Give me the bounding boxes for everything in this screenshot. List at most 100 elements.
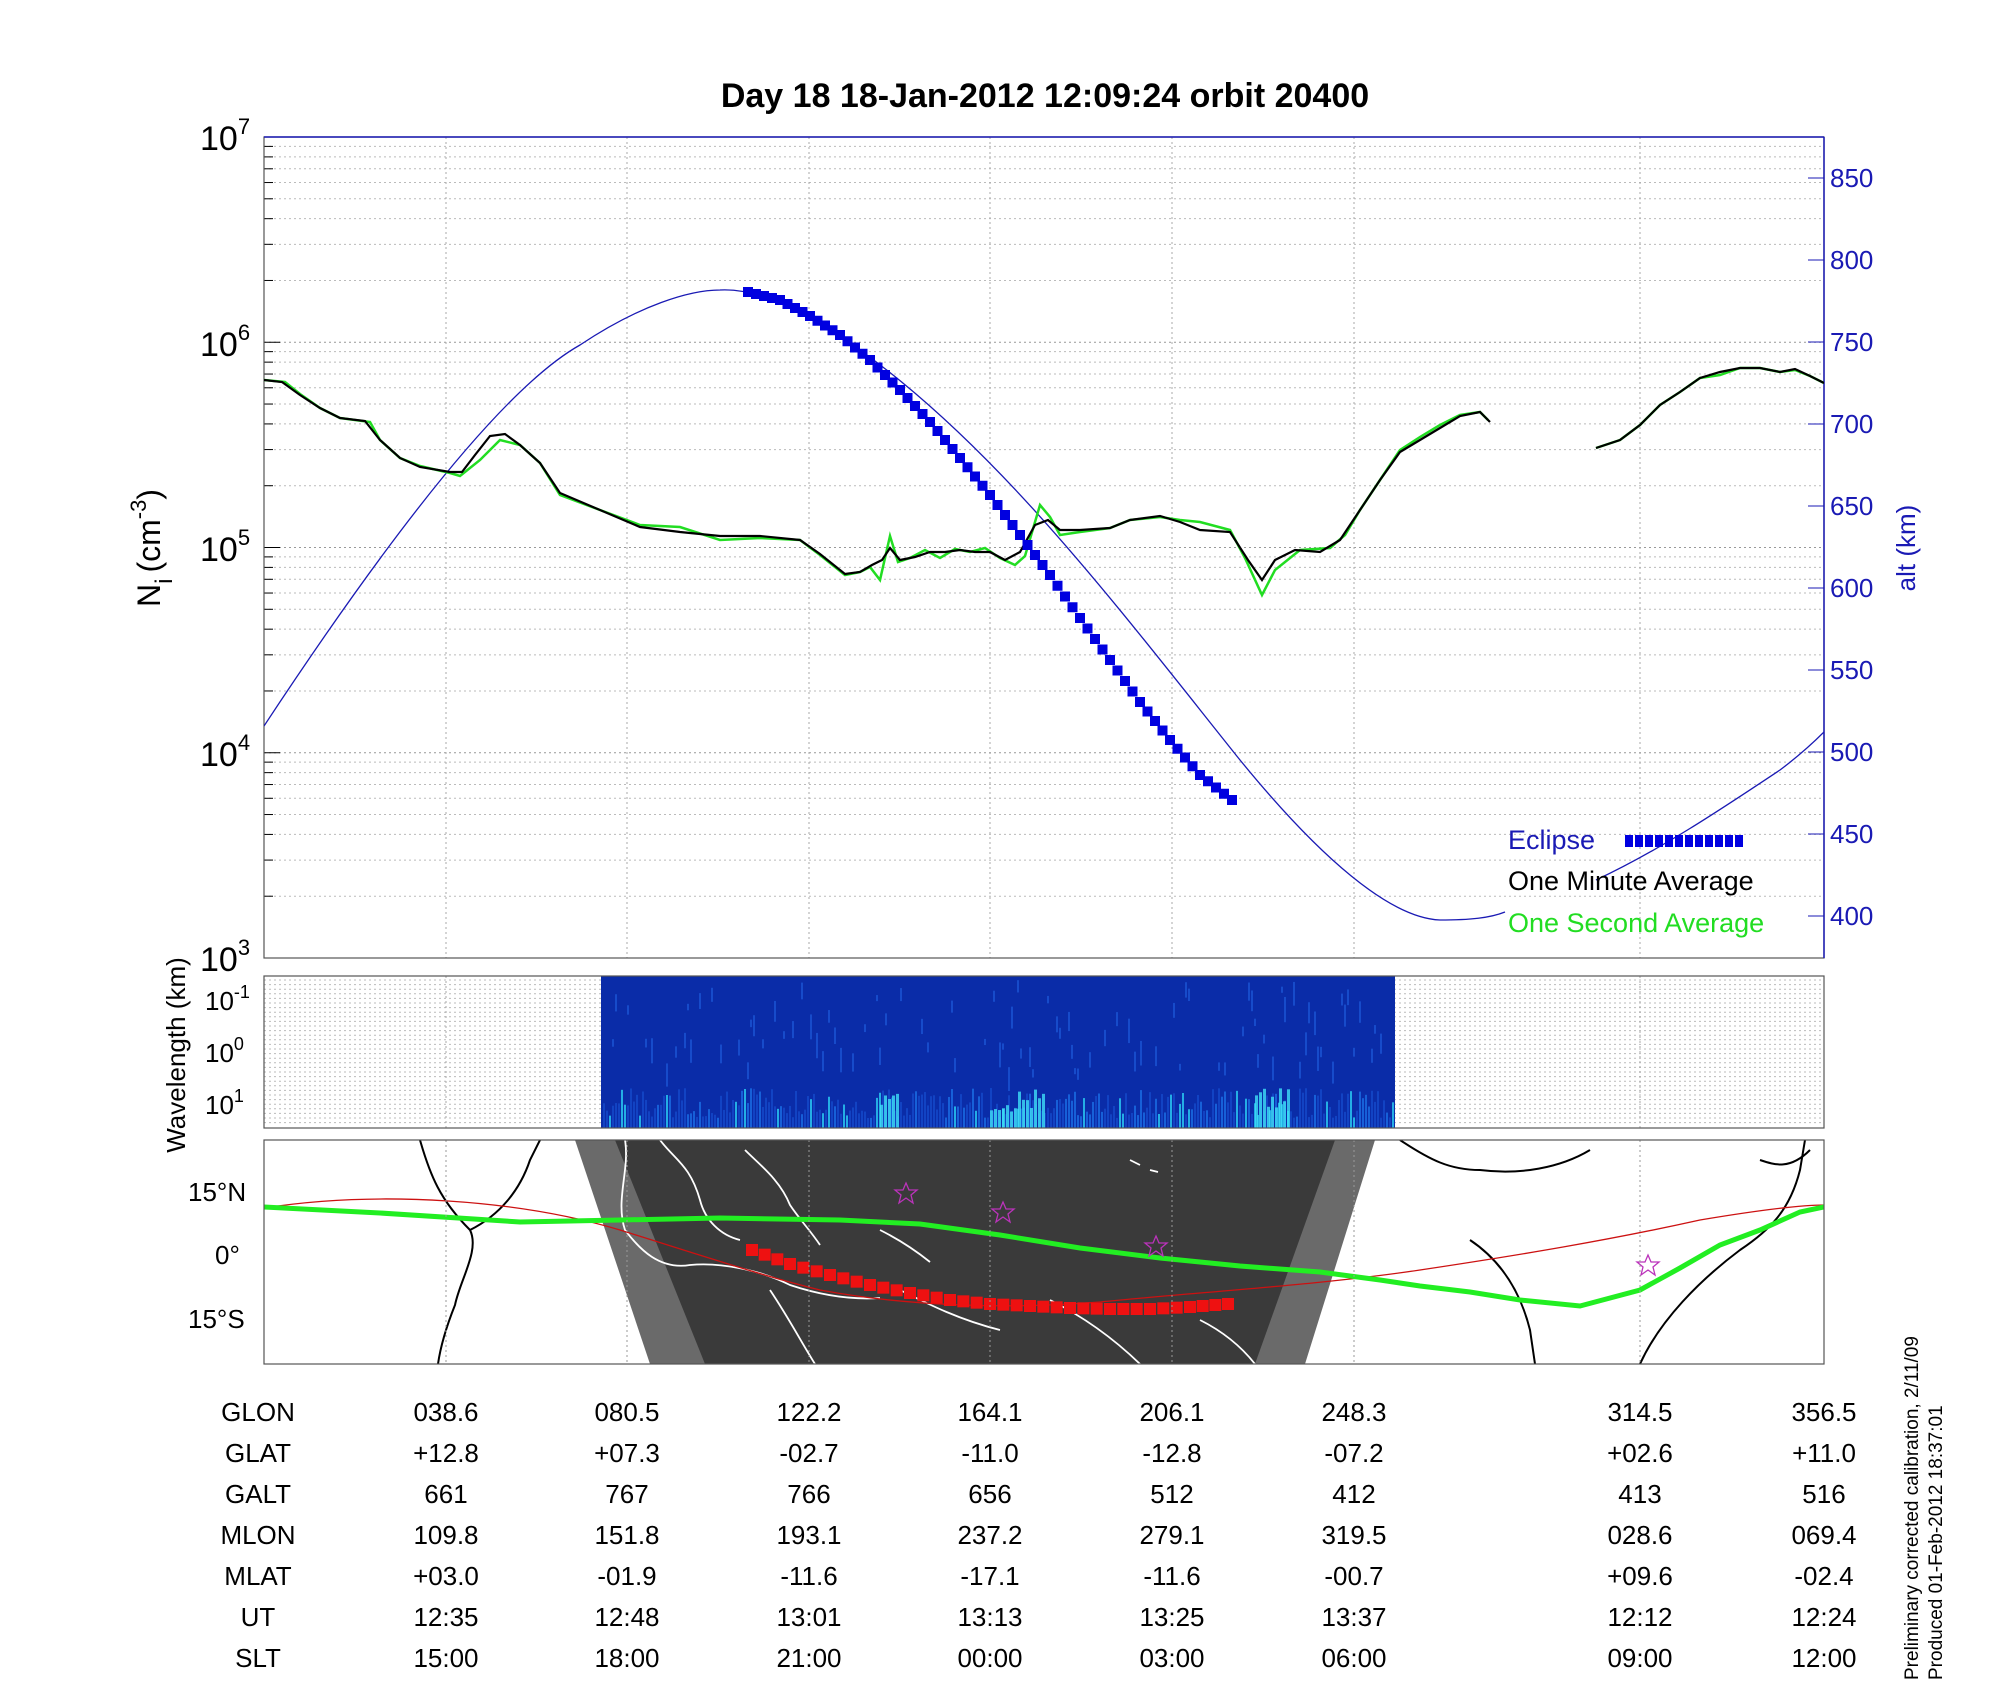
table-cell: +03.0 [413,1561,479,1591]
spectrogram-column [837,1099,839,1128]
spectrogram-hotspot [990,1110,993,1128]
spectrogram-column [903,1115,905,1128]
table-cell: 412 [1332,1479,1375,1509]
spectrogram-speckle [711,987,713,1002]
spectrogram-column [804,1109,806,1128]
legend-eclipse-label: Eclipse [1508,825,1595,855]
eclipse-marker [1000,510,1010,520]
spectrogram-column [930,1096,932,1128]
table-cell: 122.2 [776,1397,841,1427]
spectrogram-speckle [828,1010,830,1023]
spectrogram-column [621,1089,623,1128]
spectrogram-column [609,1115,611,1128]
spectrogram-speckle [753,1015,755,1037]
table-cell: 13:13 [957,1602,1022,1632]
spectrogram-column [912,1093,914,1128]
eclipse-marker [1142,706,1153,717]
spectrogram-column [966,1104,968,1128]
table-cell: 109.8 [413,1520,478,1550]
spectrogram-column [1131,1112,1133,1128]
eclipse-marker [1120,676,1130,686]
spectrogram-column [810,1099,812,1128]
spectrogram-column [915,1091,917,1128]
spectrogram-column [1095,1096,1097,1128]
spectrogram-column [1197,1094,1199,1128]
eclipse-marker [1060,591,1070,602]
alt-tick-800: 800 [1808,245,1873,275]
eclipse-marker [1082,623,1093,634]
y-tick-label-1e6: 106 [200,320,250,364]
eclipse-marker [1172,743,1183,754]
spectrogram-column [870,1117,872,1128]
spectrogram-column [1335,1115,1337,1128]
spectrogram-column [1392,1102,1394,1128]
spectrogram-speckle [1047,995,1049,1004]
spectrogram-hotspot [1038,1098,1041,1128]
spectrogram-column [642,1091,644,1128]
spectrogram-column [822,1113,824,1128]
spectrogram-column [612,1105,614,1128]
svg-text:550: 550 [1830,655,1873,685]
alt-tick-850: 850 [1808,163,1873,193]
spectrogram-column [1134,1105,1136,1128]
spectrogram-speckle [1332,1061,1334,1084]
eclipse-marker [947,444,958,454]
spectrogram-column [1365,1094,1367,1128]
one-minute-average-line [264,378,1491,582]
density-grid [264,137,1824,959]
spectrogram-speckle [615,994,617,1012]
spectrogram-column [1113,1106,1115,1128]
alt-tick-450: 450 [1808,819,1873,849]
spectrogram-speckle [840,1047,842,1073]
spectrogram-column [813,1093,815,1128]
spectrogram-speckle [900,988,902,1002]
spectrogram-speckle [810,1014,812,1040]
table-cell: 314.5 [1607,1397,1672,1427]
table-cell: 767 [605,1479,648,1509]
spectrogram-column [606,1110,608,1128]
spectrogram-speckle [1032,1069,1034,1078]
table-cell: -02.7 [779,1438,838,1468]
density-plot-area [264,287,1824,921]
spectrogram-column [729,1112,731,1128]
spectrogram-column [933,1095,935,1128]
spectrogram-column [834,1106,836,1128]
spectrogram-column [909,1114,911,1128]
eclipse-marker [932,426,943,436]
night-region [615,1140,1335,1364]
alt-tick-550: 550 [1808,655,1873,685]
spectrogram-column [1242,1113,1244,1128]
eclipse-track-marker [1037,1300,1050,1313]
spectrogram-column [1149,1092,1151,1128]
spectrogram-column [765,1097,767,1128]
legend-eclipse-mark [1685,835,1693,847]
spectrogram-column [633,1101,635,1128]
spectrogram-column [801,1114,803,1128]
spectrogram-column [603,1103,605,1128]
spectrogram-column [954,1106,956,1128]
spectrogram-column [981,1092,983,1128]
spectrogram-hotspot [1275,1107,1278,1128]
spectrogram-hotspot [1287,1089,1290,1128]
spectrogram-column [975,1110,977,1128]
spectrogram-column [789,1105,791,1128]
spectrogram-column [1182,1093,1184,1128]
spectrogram-column [1065,1098,1067,1128]
spectrogram-column [942,1103,944,1128]
eclipse-track-marker [1157,1302,1170,1315]
spectrogram-column [1179,1103,1181,1128]
spectrogram-column [1104,1108,1106,1128]
spectrogram-speckle [1104,1029,1106,1047]
table-cell: -07.2 [1324,1438,1383,1468]
spectrogram-hotspot [1283,1101,1286,1128]
table-cell: 237.2 [957,1520,1022,1550]
spectrogram-speckle [1218,1062,1220,1071]
spectrogram-column [1098,1093,1100,1128]
spectrogram-column [672,1117,674,1128]
spectrogram-column [1317,1095,1319,1128]
alt-tick-600: 600 [1808,573,1873,603]
one-second-average-line [264,378,1489,598]
spectrogram-speckle [1305,1032,1307,1056]
spectrogram-hotspot [1279,1088,1282,1128]
spectrogram-column [693,1111,695,1128]
